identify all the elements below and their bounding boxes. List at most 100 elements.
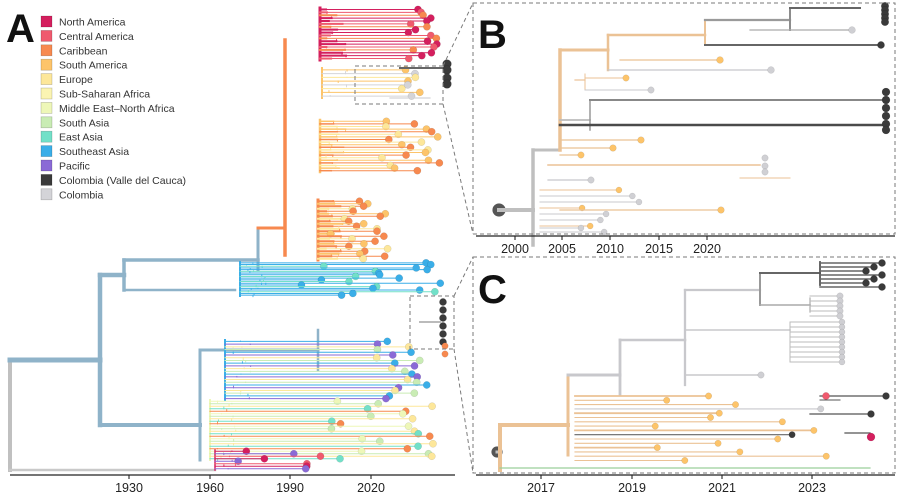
tip-node (647, 86, 655, 94)
tip-node (333, 397, 342, 406)
connector-b-top (442, 2, 474, 67)
tip-node (705, 392, 713, 400)
tip-node (881, 95, 891, 105)
axis-tick-label: 1960 (196, 481, 224, 495)
tip-node (629, 192, 636, 200)
tip-node (413, 166, 422, 175)
tip-node (373, 227, 381, 236)
tip-node (345, 277, 353, 286)
tip-node (404, 54, 413, 63)
tip-node (862, 267, 870, 275)
tip-node (429, 439, 437, 448)
tip-node (757, 371, 765, 379)
axis-tick-label: 2005 (548, 242, 576, 256)
tip-node (881, 111, 891, 121)
tip-node (388, 351, 397, 359)
tip-node (395, 274, 404, 282)
tip-node (439, 322, 447, 330)
tip-node (427, 452, 436, 461)
legend-label: South America (59, 60, 127, 72)
tip-node (822, 392, 830, 400)
tip-node (615, 186, 623, 194)
tip-node (411, 73, 420, 82)
legend-swatch (40, 130, 53, 143)
panel-label-b: B (478, 13, 507, 57)
tip-node (260, 454, 269, 463)
legend-label: South Asia (59, 117, 109, 129)
legend-label: Pacific (59, 161, 90, 173)
tip-node (877, 41, 885, 49)
panel-label-c: C (478, 268, 507, 312)
tip-node (435, 159, 444, 167)
tip-node (419, 11, 427, 20)
tip-node (635, 198, 643, 206)
tip-node (359, 254, 368, 263)
tip-node (707, 414, 714, 421)
tip-node (423, 37, 432, 46)
tip-node (609, 144, 617, 152)
tip-node (838, 358, 846, 366)
tip-node (736, 448, 744, 456)
tip-node (870, 275, 878, 283)
tip-node (878, 283, 886, 291)
tip-node (415, 88, 424, 97)
legend-swatch (40, 174, 53, 186)
tip-node (409, 46, 418, 54)
tip-node (404, 28, 413, 37)
tip-node (428, 402, 436, 411)
tip-node (431, 287, 439, 296)
zoom-box-b (354, 65, 444, 105)
axis-tick-label: 2015 (645, 242, 673, 256)
tip-node (423, 22, 431, 31)
tip-node (344, 217, 353, 226)
tip-node (761, 168, 769, 176)
connector-c-bottom (453, 348, 474, 474)
tip-node (410, 362, 419, 370)
tip-node (411, 25, 420, 34)
tip-node (421, 148, 430, 157)
tip-node (587, 176, 595, 184)
legend-label: Europe (59, 74, 93, 86)
tip-node (714, 439, 722, 447)
tip-node (586, 222, 594, 230)
tip-node (822, 452, 830, 460)
tip-node (289, 449, 298, 458)
tip-node (427, 48, 436, 57)
tip-node (716, 56, 724, 64)
legend-label: Caribbean (59, 45, 108, 57)
tip-node (439, 330, 447, 338)
tip-node (414, 429, 423, 438)
tip-node (577, 151, 585, 159)
tip-node (242, 447, 251, 456)
tip-node (380, 232, 388, 241)
panel-label-a: A (6, 7, 35, 51)
tip-node (407, 92, 416, 100)
tip-node (439, 306, 447, 314)
tip-node (774, 435, 782, 443)
tip-node (442, 65, 452, 75)
legend-swatch (40, 15, 53, 28)
tip-node (383, 337, 392, 346)
tip-node (327, 424, 336, 433)
tip-node (406, 143, 415, 152)
tip-node (363, 404, 372, 413)
tip-node (417, 51, 426, 60)
tip-node (410, 389, 419, 398)
tip-node (425, 432, 434, 441)
tip-node (398, 409, 407, 418)
legend-label: Sub-Saharan Africa (59, 89, 150, 101)
axis-tick-label: 2020 (693, 242, 721, 256)
tip-node (882, 392, 890, 400)
tip-node (867, 410, 875, 418)
tip-node (717, 206, 725, 214)
tip-node (357, 447, 366, 456)
tip-node (414, 442, 422, 451)
legend-label: Central America (59, 31, 134, 43)
legend-swatch (40, 30, 53, 42)
tip-node (836, 312, 844, 320)
tip-node (412, 378, 421, 387)
tip-node (407, 348, 415, 357)
tip-node (577, 224, 585, 232)
tip-node (345, 242, 353, 251)
axis-tick-label: 2021 (708, 481, 736, 495)
